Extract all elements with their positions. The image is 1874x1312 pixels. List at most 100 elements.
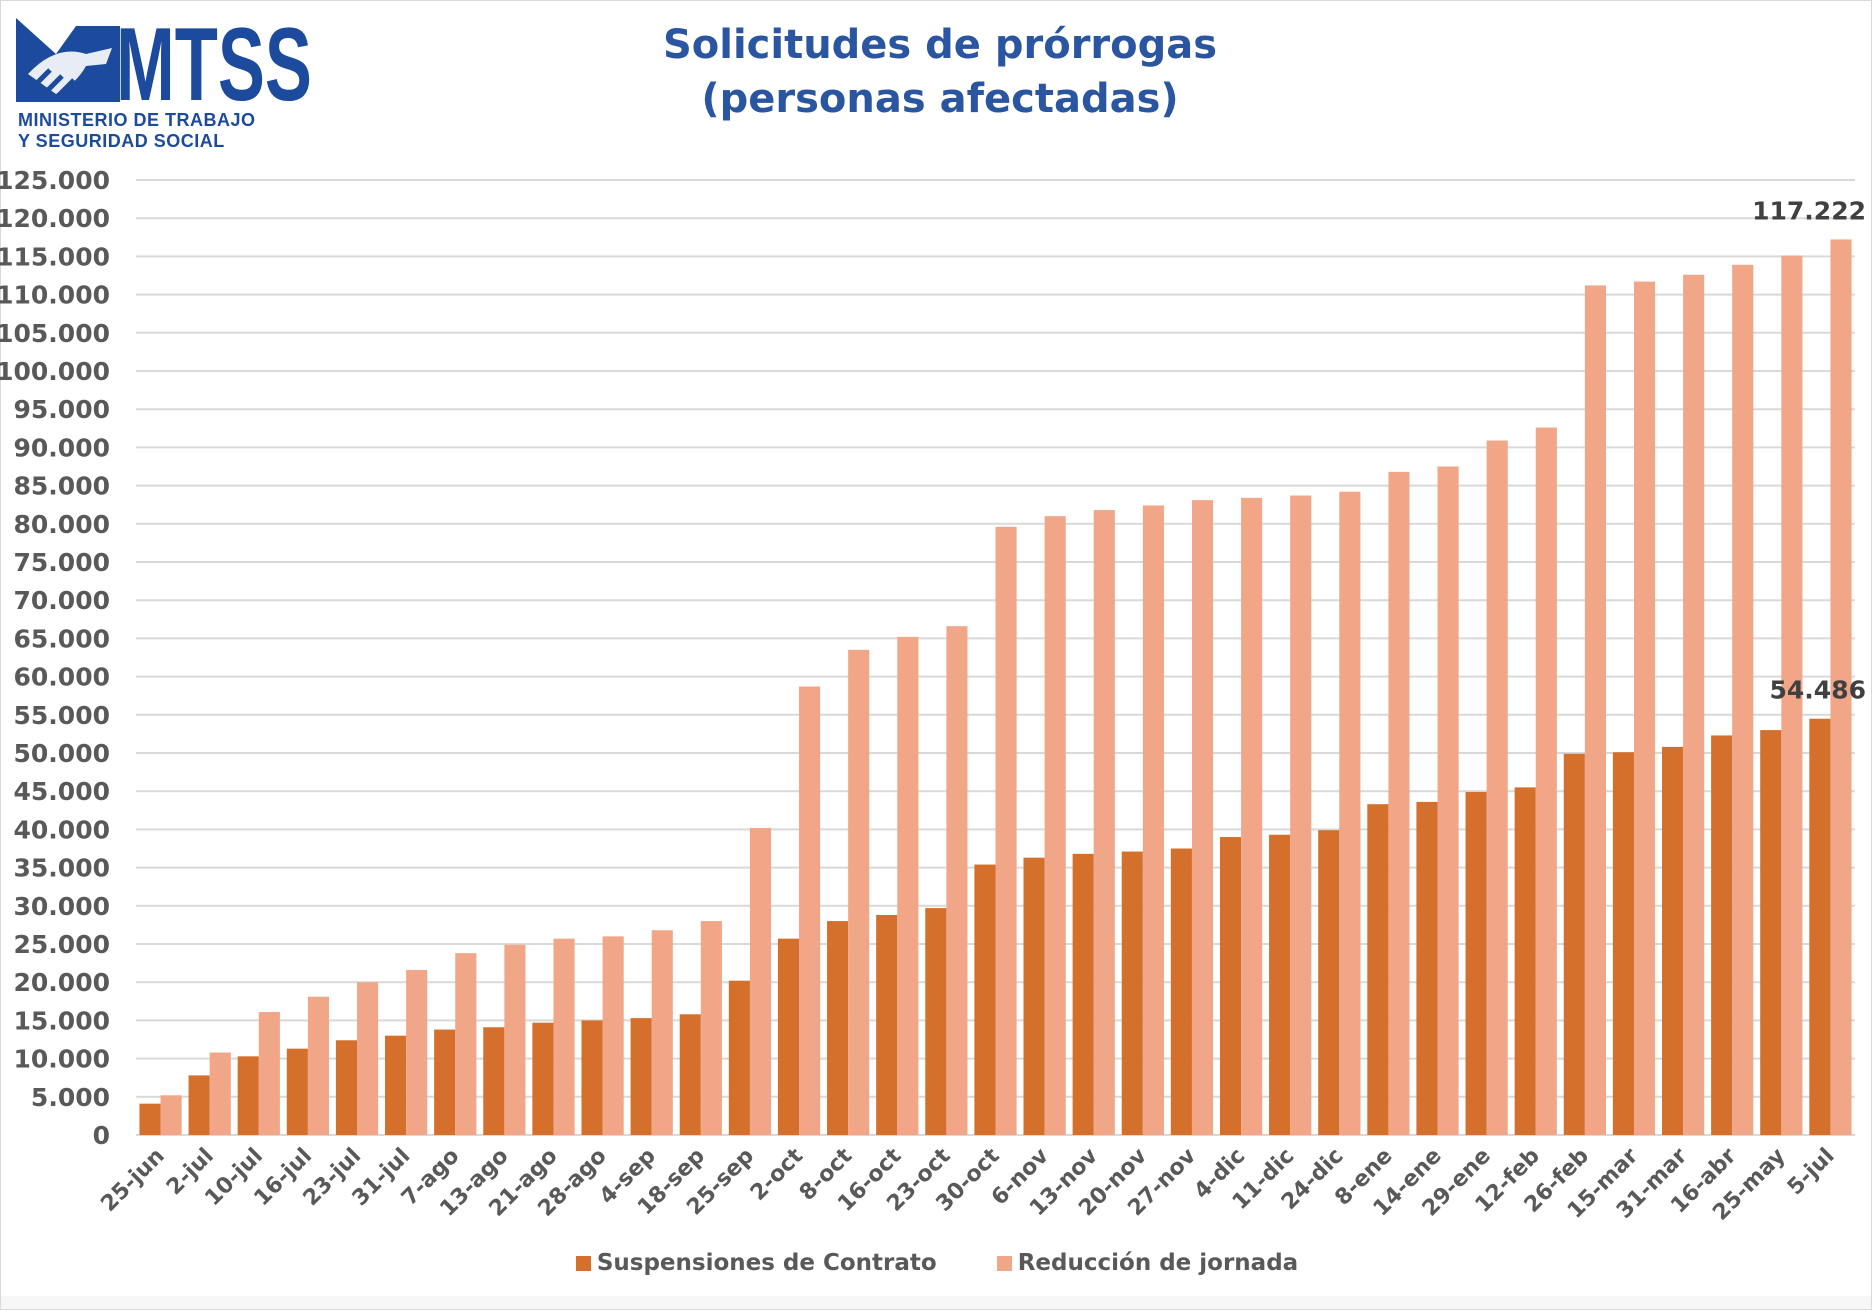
y-tick-label: 110.000 [0, 281, 110, 310]
bar-suspensiones [974, 864, 996, 1135]
bar-reduccion [1044, 516, 1066, 1135]
legend-swatch-reduccion [996, 1255, 1012, 1271]
bar-reduccion [799, 686, 821, 1135]
bar-suspensiones [1760, 730, 1782, 1135]
bar-suspensiones [1219, 837, 1242, 1135]
chart-title: Solicitudes de prórrogas (personas afect… [560, 18, 1320, 126]
bar-reduccion [1781, 255, 1803, 1136]
y-axis-ticks: 0 5.000 10.000 15.000 20.000 25.000 30.000 35.0… [0, 166, 110, 1150]
bar-reduccion [602, 936, 624, 1135]
bar-reduccion [406, 969, 428, 1135]
chart-title-line-1: Solicitudes de prórrogas [662, 22, 1218, 68]
bar-suspensiones [1416, 801, 1438, 1135]
bar-reduccion [1241, 497, 1263, 1136]
bar-reduccion [1339, 491, 1361, 1135]
bar-suspensiones [1514, 787, 1536, 1135]
bar-reduccion [848, 649, 870, 1135]
bar-suspensiones [1661, 746, 1684, 1135]
y-tick-label: 55.000 [14, 701, 110, 730]
bar-suspensiones [630, 1018, 652, 1135]
bar-suspensiones [1809, 718, 1831, 1135]
bar-suspensiones [483, 1027, 505, 1135]
legend-label-suspensiones: Suspensiones de Contrato [596, 1250, 937, 1276]
bar-reduccion [1093, 510, 1115, 1136]
bar-reduccion [1191, 500, 1214, 1136]
bar-reduccion [1535, 427, 1557, 1135]
y-tick-label: 100.000 [0, 357, 110, 386]
bar-suspensiones [434, 1029, 456, 1135]
y-tick-label: 120.000 [0, 204, 110, 233]
bar-suspensiones [532, 1022, 554, 1135]
y-tick-label: 10.000 [14, 1045, 110, 1074]
bar-suspensiones [925, 908, 947, 1135]
mtss-logo: MTSS MINISTERIO DE TRABAJO Y SEGURIDAD S… [16, 14, 316, 154]
legend-swatch-suspensiones [575, 1255, 591, 1271]
logo-acronym: MTSS [116, 14, 312, 106]
bar-suspensiones [777, 938, 800, 1135]
bar-reduccion [209, 1052, 231, 1135]
logo-text: MINISTERIO DE TRABAJO Y SEGURIDAD SOCIAL [18, 110, 256, 152]
bar-reduccion [1633, 281, 1656, 1135]
bar-reduccion [553, 938, 575, 1135]
bar-suspensiones [139, 1103, 161, 1135]
x-axis-ticks: 25-jun2-jul10-jul16-jul23-jul31-jul7-ago… [96, 1143, 1839, 1226]
bar-reduccion [307, 996, 330, 1135]
y-tick-label: 60.000 [14, 663, 110, 692]
y-tick-label: 35.000 [14, 854, 110, 883]
y-tick-label: 30.000 [14, 892, 110, 921]
x-tick-label: 5-jul [1783, 1144, 1840, 1201]
y-tick-label: 0 [93, 1121, 110, 1150]
y-tick-label: 20.000 [14, 968, 110, 997]
bar-reduccion [897, 636, 919, 1135]
y-tick-label: 115.000 [0, 242, 110, 271]
y-tick-label: 85.000 [14, 472, 110, 501]
bar-reduccion [160, 1095, 182, 1135]
bar-reduccion [1437, 466, 1459, 1135]
y-tick-label: 25.000 [14, 930, 110, 959]
data-label: 117.222 [1752, 196, 1866, 225]
legend-label-reduccion: Reducción de jornada [1017, 1250, 1299, 1276]
bar-suspensiones [876, 914, 898, 1135]
bar-reduccion [700, 921, 722, 1135]
bar-suspensiones [1269, 834, 1291, 1135]
y-tick-label: 40.000 [14, 815, 110, 844]
y-tick-label: 65.000 [14, 624, 110, 653]
y-tick-label: 95.000 [14, 395, 110, 424]
data-label: 54.486 [1770, 676, 1866, 705]
bar-suspensiones [335, 1040, 358, 1135]
bar-reduccion [504, 944, 526, 1135]
legend: Suspensiones de Contrato Reducción de jo… [0, 1250, 1874, 1277]
bar-reduccion [651, 930, 673, 1135]
bottom-band [1, 1296, 1871, 1309]
bar-reduccion [258, 1011, 280, 1135]
y-tick-label: 80.000 [14, 510, 110, 539]
y-tick-label: 105.000 [0, 319, 110, 348]
bar-suspensiones [581, 1020, 603, 1135]
bar-suspensiones [1121, 851, 1143, 1135]
y-tick-label: 15.000 [14, 1006, 110, 1035]
mtss-logo-icon: MTSS [16, 14, 312, 106]
data-labels: 117.222 54.486 [1752, 196, 1866, 704]
chart-title-line-2: (personas afectadas) [701, 76, 1179, 122]
bars [139, 239, 1852, 1136]
bar-suspensiones [1711, 735, 1733, 1135]
bar-suspensiones [1072, 853, 1094, 1135]
y-tick-label: 125.000 [0, 166, 110, 195]
legend-item-suspensiones: Suspensiones de Contrato [575, 1250, 937, 1276]
bar-suspensiones [1023, 857, 1045, 1135]
y-tick-label: 45.000 [14, 777, 110, 806]
y-tick-label: 50.000 [14, 739, 110, 768]
bar-reduccion [1290, 495, 1312, 1136]
bar-reduccion [1486, 440, 1508, 1135]
y-tick-label: 70.000 [14, 586, 110, 615]
bar-reduccion [1830, 239, 1852, 1135]
bar-suspensiones [385, 1035, 407, 1135]
bar-suspensiones [1465, 791, 1487, 1135]
bar-reduccion [946, 626, 968, 1135]
x-tick-label: 25-jun [96, 1144, 169, 1217]
bar-suspensiones [286, 1048, 308, 1135]
bar-suspensiones [1318, 830, 1340, 1135]
bar-suspensiones [1612, 752, 1634, 1135]
